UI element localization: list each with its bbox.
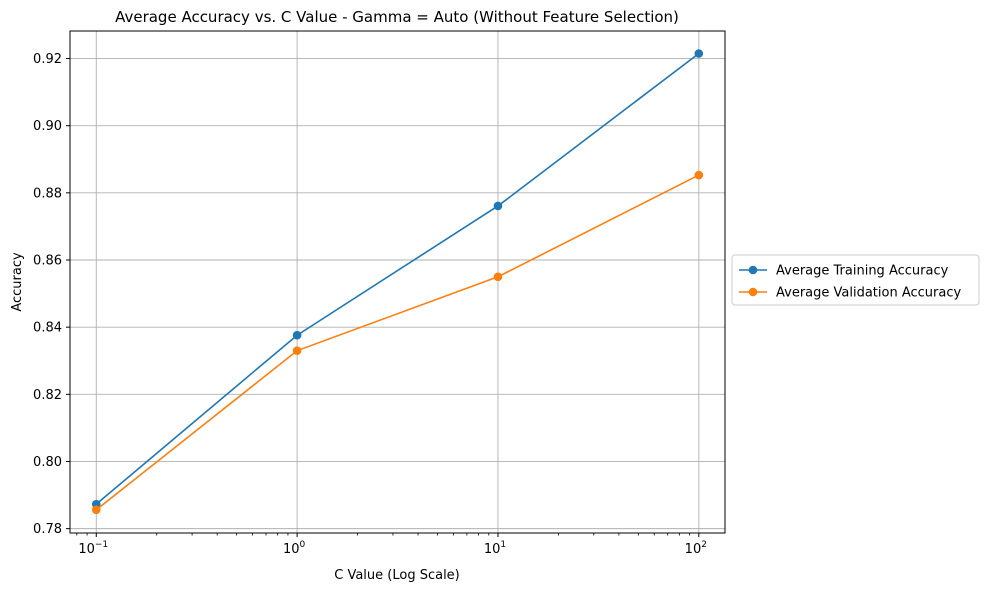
x-tick-label: 10−1 bbox=[78, 540, 108, 557]
y-axis-label: Accuracy bbox=[10, 252, 25, 312]
legend-label: Average Training Accuracy bbox=[776, 264, 949, 279]
y-tick-label: 0.90 bbox=[33, 119, 62, 134]
data-point bbox=[694, 49, 704, 58]
series-training bbox=[91, 49, 704, 509]
grid-lines bbox=[70, 31, 725, 533]
series-layer bbox=[91, 49, 704, 515]
data-point bbox=[493, 201, 503, 211]
legend-box bbox=[731, 254, 980, 306]
legend-marker bbox=[748, 265, 758, 275]
y-tick-label: 0.80 bbox=[33, 455, 62, 470]
y-tick-label: 0.92 bbox=[33, 52, 62, 67]
plot-frame bbox=[69, 30, 726, 534]
legend-label: Average Validation Accuracy bbox=[776, 286, 961, 301]
y-tick-label: 0.86 bbox=[33, 254, 62, 269]
y-axis-ticks: 0.78 0.80 0.82 0.84 0.86 0.88 0.90 0.92 bbox=[33, 52, 70, 537]
legend-marker bbox=[748, 287, 758, 297]
data-point bbox=[292, 346, 302, 355]
x-axis-ticks: 10−1 100 101 102 bbox=[76, 533, 707, 557]
x-tick-label: 101 bbox=[484, 540, 506, 557]
series-line bbox=[95, 52, 700, 505]
data-point bbox=[493, 272, 503, 282]
data-point bbox=[292, 330, 302, 340]
y-tick-label: 0.84 bbox=[33, 321, 62, 336]
y-tick-label: 0.78 bbox=[33, 522, 62, 537]
series-line bbox=[95, 174, 700, 511]
legend: Average Training Accuracy Average Validat… bbox=[731, 254, 980, 306]
x-axis-label: C Value (Log Scale) bbox=[334, 568, 460, 583]
y-tick-label: 0.82 bbox=[33, 388, 62, 403]
x-tick-label: 100 bbox=[283, 540, 306, 557]
data-point bbox=[91, 505, 101, 515]
data-point bbox=[694, 170, 704, 180]
y-tick-label: 0.88 bbox=[33, 186, 62, 201]
chart-title: Average Accuracy vs. C Value - Gamma = A… bbox=[115, 8, 679, 26]
x-tick-label: 102 bbox=[685, 540, 707, 557]
series-validation bbox=[91, 170, 704, 515]
